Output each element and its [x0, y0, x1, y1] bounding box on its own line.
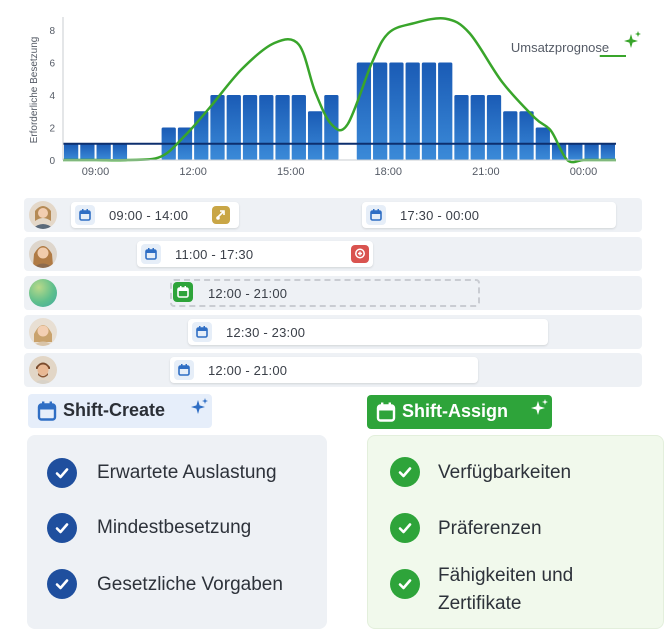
y-tick-label: 0 — [49, 156, 55, 167]
x-tick-label: 12:00 — [179, 166, 207, 178]
demand-bar — [600, 143, 615, 160]
demand-bar — [356, 62, 372, 160]
sparkle-icon — [530, 399, 548, 422]
demand-bar — [373, 62, 388, 160]
shift-create-label: Shift-Create — [63, 400, 166, 420]
shift-row: 12:00 - 21:00 — [24, 276, 642, 310]
swap-icon[interactable] — [212, 206, 230, 224]
demand-bar — [242, 95, 258, 160]
y-tick-label: 6 — [49, 59, 55, 70]
calendar-icon — [173, 282, 193, 302]
shift-pill[interactable]: 11:00 - 17:30 — [137, 241, 373, 267]
demand-bar — [389, 62, 404, 160]
shift-create-tag: Shift-Create — [28, 394, 212, 428]
demand-bar — [80, 143, 95, 160]
shift-time: 12:00 - 21:00 — [208, 286, 288, 301]
avatar — [29, 240, 57, 268]
avatar — [29, 201, 57, 229]
assign-item: Verfügbarkeiten — [438, 462, 572, 483]
demand-bar — [438, 62, 453, 160]
demand-bar — [112, 143, 128, 160]
requirement-item: Erwartete Auslastung — [97, 462, 277, 483]
shift-pill[interactable]: 12:30 - 23:00 — [188, 319, 548, 345]
requirement-item: Gesetzliche Vorgaben — [97, 574, 283, 595]
shift-row: 11:00 - 17:30 — [24, 237, 642, 271]
x-tick-label: 18:00 — [375, 166, 403, 178]
x-tick-label: 21:00 — [472, 166, 500, 178]
avatar — [29, 356, 57, 384]
calendar-icon — [376, 402, 396, 427]
check-icon — [390, 457, 420, 487]
demand-bar — [291, 95, 306, 160]
demand-bar — [486, 95, 502, 160]
calendar-icon — [174, 360, 194, 380]
requirement-item: Mindestbesetzung — [97, 517, 252, 538]
shift-pill[interactable]: 09:00 - 14:00 — [71, 202, 239, 228]
calendar-icon — [141, 244, 161, 264]
check-icon — [47, 458, 77, 488]
shift-pill[interactable]: 12:00 - 21:00 — [170, 357, 478, 383]
shift-assign-label: Shift-Assign — [402, 401, 508, 421]
shift-time: 17:30 - 00:00 — [400, 208, 480, 223]
shift-row: 12:30 - 23:00 — [24, 315, 642, 349]
y-tick-label: 4 — [49, 91, 55, 102]
x-tick-label: 09:00 — [82, 166, 110, 178]
assign-item: Fähigkeiten und — [438, 565, 574, 586]
demand-bar — [470, 95, 485, 160]
x-tick-label: 15:00 — [277, 166, 305, 178]
shift-row: 09:00 - 14:00 17:30 - 00:00 — [24, 198, 642, 232]
shift-assign-panel: Verfügbarkeiten Präferenzen Fähigkeiten … — [367, 435, 664, 629]
avatar — [29, 279, 57, 307]
shift-time: 12:00 - 21:00 — [208, 363, 288, 378]
avatar — [29, 318, 57, 346]
shift-time: 11:00 - 17:30 — [175, 247, 254, 262]
sparkle-icon — [624, 31, 641, 48]
shift-pill-draft[interactable]: 12:00 - 21:00 — [170, 279, 480, 307]
x-tick-label: 00:00 — [570, 166, 598, 178]
demand-bar — [226, 95, 241, 160]
calendar-icon — [192, 322, 212, 342]
shift-time: 12:30 - 23:00 — [226, 325, 306, 340]
comment-icon[interactable] — [351, 245, 369, 263]
demand-bar — [519, 111, 534, 160]
y-axis-label: Erforderliche Besetzung — [29, 37, 40, 144]
check-icon — [390, 569, 420, 599]
forecast-line — [62, 17, 616, 164]
demand-bar — [275, 95, 290, 160]
demand-bar — [551, 143, 567, 160]
check-icon — [47, 513, 77, 543]
shift-time: 09:00 - 14:00 — [109, 208, 189, 223]
check-icon — [47, 569, 77, 599]
sparkle-icon — [190, 398, 208, 421]
demand-bar — [405, 62, 420, 160]
y-tick-label: 8 — [49, 26, 55, 37]
calendar-icon — [75, 205, 95, 225]
calendar-icon — [366, 205, 386, 225]
y-tick-label: 2 — [49, 124, 55, 135]
assign-item: Zertifikate — [438, 593, 522, 614]
demand-bar — [307, 111, 323, 160]
series-label: Umsatzprognose — [511, 40, 609, 55]
demand-bar — [421, 62, 437, 160]
calendar-icon — [37, 401, 57, 426]
demand-bar — [584, 143, 599, 160]
demand-bar — [259, 95, 274, 160]
check-icon — [390, 513, 420, 543]
demand-bar — [96, 143, 111, 160]
demand-bar — [454, 95, 469, 160]
shift-assign-tag: Shift-Assign — [367, 395, 552, 429]
shift-pill[interactable]: 17:30 - 00:00 — [362, 202, 616, 228]
demand-bar — [64, 143, 79, 160]
staffing-chart: 0 2 4 6 8 09:00 12:00 15:00 18:00 21:00 00:00 Erfo… — [29, 17, 641, 178]
shift-row: 12:00 - 21:00 — [24, 353, 642, 387]
demand-bar — [503, 111, 518, 160]
shift-create-panel: Erwartete Auslastung Mindestbesetzung Ge… — [27, 435, 327, 629]
demand-bar — [568, 143, 583, 160]
assign-item: Präferenzen — [438, 518, 542, 539]
